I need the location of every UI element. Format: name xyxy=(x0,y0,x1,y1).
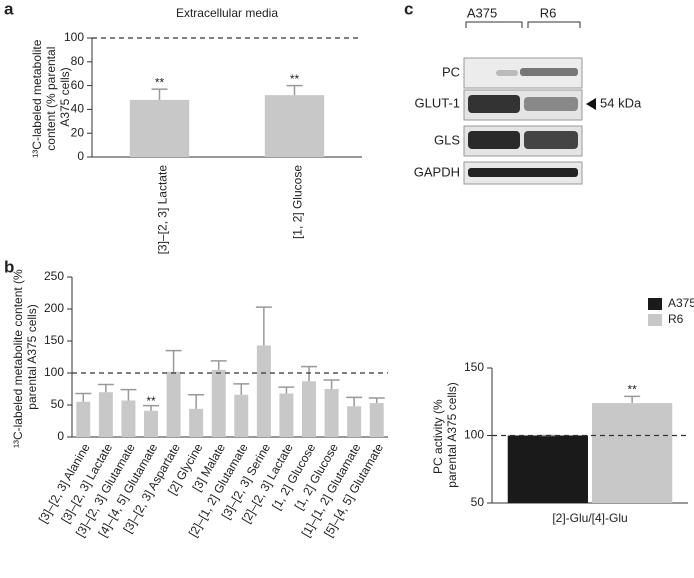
y-tick-label: 100 xyxy=(464,428,484,442)
y-tick-label: 250 xyxy=(44,269,64,283)
error-bar xyxy=(624,395,641,404)
error-bar xyxy=(301,365,317,382)
bar xyxy=(324,389,339,437)
bar xyxy=(347,406,362,437)
error-bar xyxy=(210,360,227,370)
blot-annotation: 54 kDa xyxy=(600,95,642,110)
blot-image xyxy=(463,57,596,185)
y-tick-label: 150 xyxy=(44,333,64,347)
legend-label: R6 xyxy=(668,312,684,326)
error-bar xyxy=(278,386,295,394)
group-bracket xyxy=(465,21,581,28)
y-tick-label: 50 xyxy=(471,495,485,509)
error-bar xyxy=(188,394,205,409)
significance-label: ** xyxy=(155,75,165,89)
y-tick-label: 80 xyxy=(71,54,85,68)
error-bar xyxy=(165,349,182,372)
x-tick-label: [2]-Glu/[4]-Glu xyxy=(552,511,627,525)
panel-label: b xyxy=(4,257,14,276)
y-tick-label: 20 xyxy=(71,125,85,139)
legend-swatch xyxy=(648,314,662,326)
blot-row-label: GAPDH xyxy=(414,164,460,179)
error-bar xyxy=(255,306,272,346)
y-tick-label: 0 xyxy=(57,429,64,443)
blot-row-label: GLS xyxy=(434,132,460,147)
significance-label: ** xyxy=(146,394,156,408)
y-tick-label: 0 xyxy=(77,149,84,163)
y-tick-label: 60 xyxy=(71,78,85,92)
bar xyxy=(507,435,588,503)
error-bar xyxy=(97,383,114,393)
bar xyxy=(256,345,271,437)
bar xyxy=(98,392,113,437)
bar xyxy=(76,401,91,437)
y-tick-label: 150 xyxy=(464,360,484,374)
y-axis-label: PC activity (% parental A375 cells) xyxy=(431,382,459,487)
bar xyxy=(121,400,136,437)
y-tick-label: 50 xyxy=(51,397,65,411)
bar xyxy=(302,381,316,437)
bar xyxy=(211,369,226,437)
bar xyxy=(369,403,384,437)
bar xyxy=(189,408,204,437)
bar xyxy=(279,393,294,437)
error-bar xyxy=(143,404,159,411)
error-bar xyxy=(323,379,340,389)
bar xyxy=(264,95,325,157)
error-bar xyxy=(346,396,363,407)
x-tick-label: [3]–[2, 3] Lactate xyxy=(156,165,170,255)
bar xyxy=(234,394,249,437)
chart-title: Extracellular media xyxy=(176,6,278,20)
error-bar xyxy=(120,388,137,401)
bar xyxy=(144,410,158,437)
y-tick-label: 200 xyxy=(44,301,64,315)
panel-label: a xyxy=(4,0,14,18)
y-tick-label: 100 xyxy=(64,30,84,44)
significance-label: ** xyxy=(290,72,300,86)
error-bar xyxy=(286,84,303,96)
bar xyxy=(592,403,673,503)
y-tick-label: 100 xyxy=(44,365,64,379)
significance-label: ** xyxy=(627,383,637,397)
blot-group: R6 xyxy=(540,5,557,20)
bar xyxy=(166,371,181,437)
y-tick-label: 40 xyxy=(71,102,85,116)
blot-row-label: PC xyxy=(442,64,460,79)
error-bar xyxy=(233,383,250,395)
legend-label: A375 xyxy=(668,296,694,310)
error-bar xyxy=(151,88,168,100)
blot-row-label: GLUT-1 xyxy=(414,95,460,110)
blot-group: A375 xyxy=(467,5,497,20)
y-axis-label: ¹³C-labeled metabolite content (% parent… xyxy=(30,36,72,157)
error-bar xyxy=(75,392,92,402)
legend-swatch xyxy=(648,298,662,310)
bar xyxy=(129,99,190,157)
y-axis-label: ¹³C-labeled metabolite content (% parent… xyxy=(11,266,39,448)
panel-label: c xyxy=(404,0,413,18)
error-bar xyxy=(368,397,385,404)
x-tick-label: [1, 2] Glucose xyxy=(291,165,305,239)
